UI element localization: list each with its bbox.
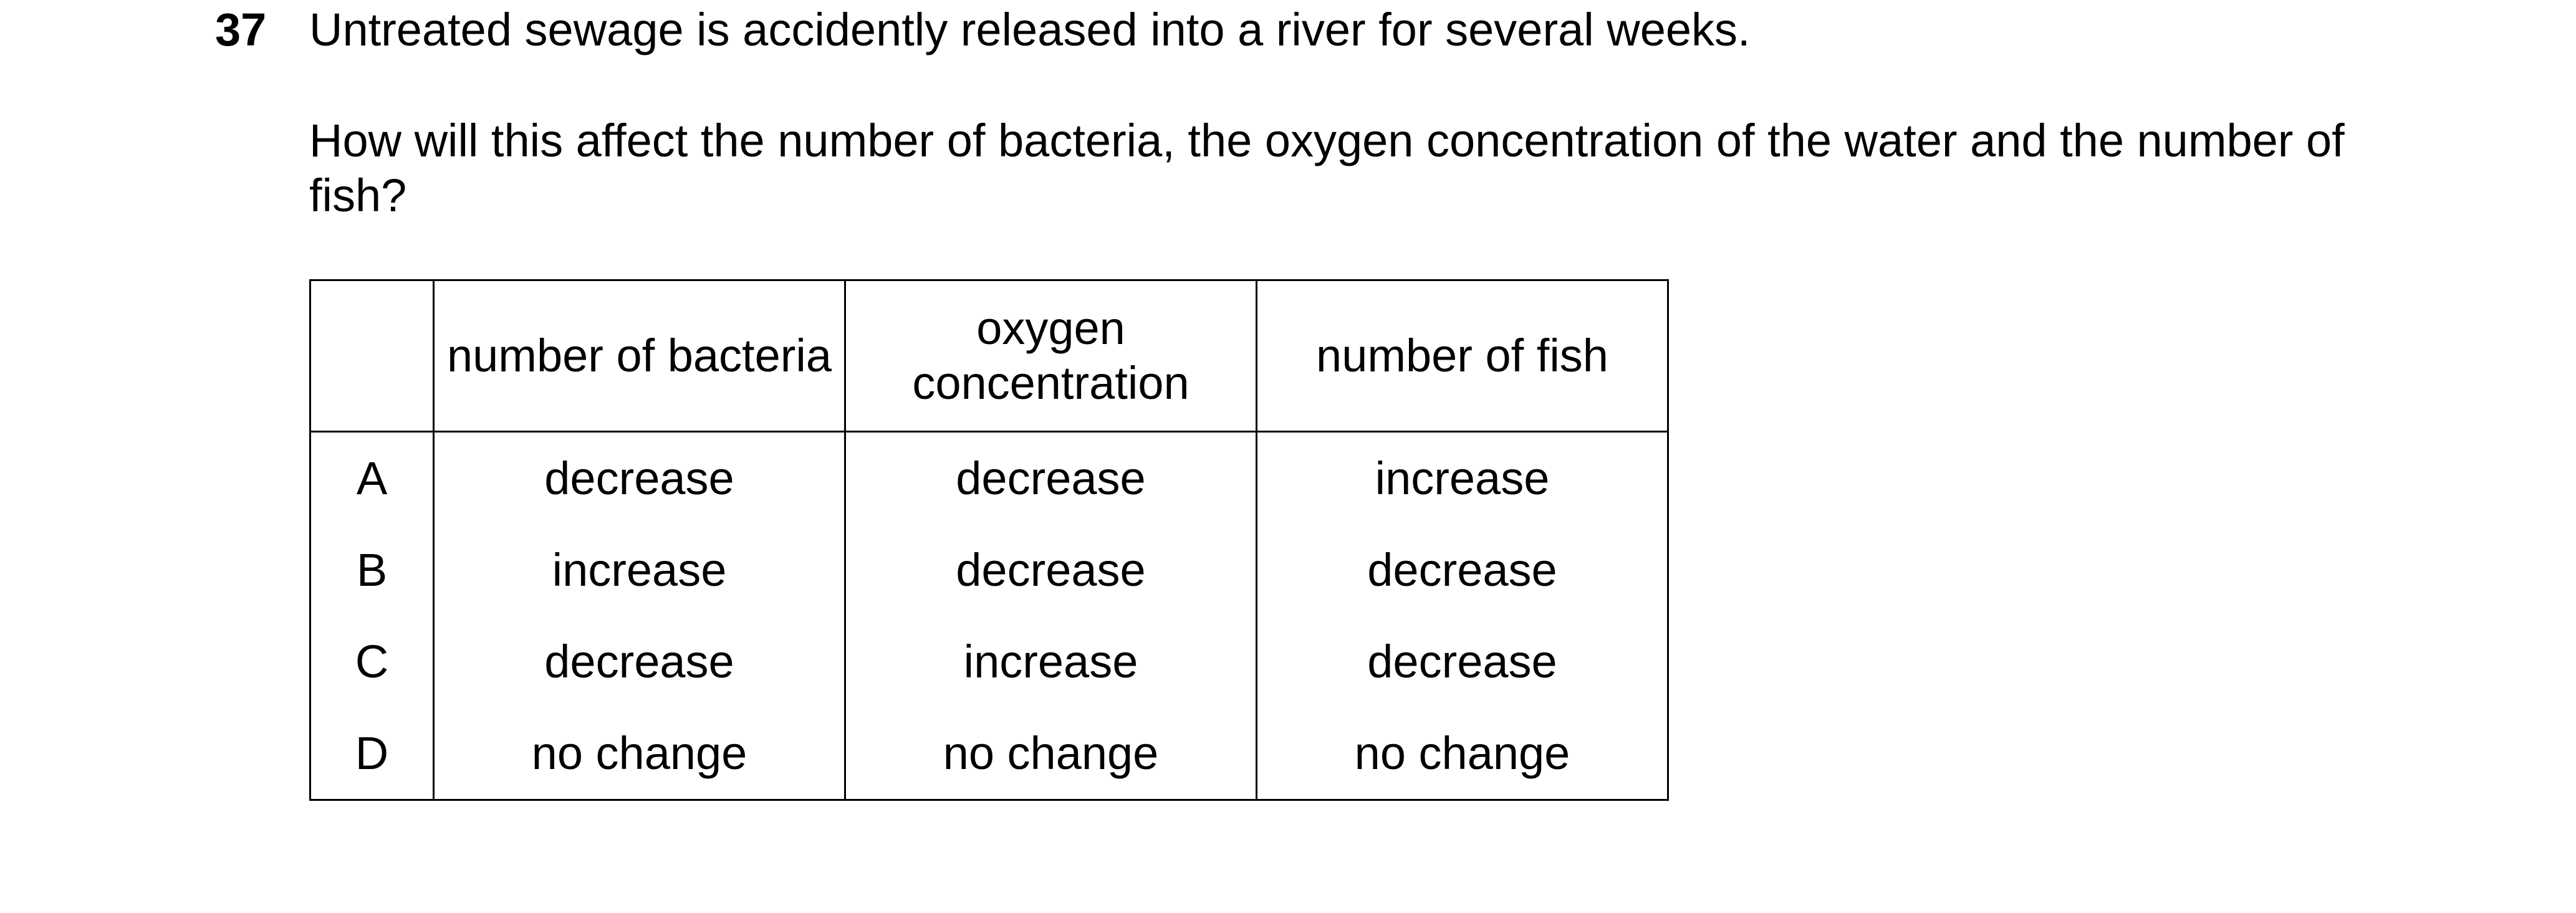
- table-header-row: number of bacteria oxygen concentration …: [309, 279, 1669, 433]
- fish-cell: decrease: [1256, 616, 1669, 707]
- table-row: A decrease decrease increase: [309, 431, 1669, 524]
- fish-cell: decrease: [1256, 524, 1669, 616]
- bacteria-cell: decrease: [433, 616, 846, 707]
- table-row: D no change no change no change: [309, 707, 1669, 801]
- oxygen-cell: no change: [844, 707, 1257, 801]
- question-prompt: How will this affect the number of bacte…: [309, 115, 2345, 221]
- question-number: 37: [215, 4, 267, 55]
- header-number-of-bacteria: number of bacteria: [433, 279, 846, 433]
- fish-cell: increase: [1256, 431, 1669, 524]
- fish-cell: no change: [1256, 707, 1669, 801]
- option-letter: B: [309, 524, 435, 616]
- option-letter: A: [309, 431, 435, 524]
- header-number-of-fish: number of fish: [1256, 279, 1669, 433]
- header-option-blank: [309, 279, 435, 433]
- oxygen-cell: decrease: [844, 431, 1257, 524]
- table-row: C decrease increase decrease: [309, 616, 1669, 707]
- bacteria-cell: no change: [433, 707, 846, 801]
- oxygen-cell: increase: [844, 616, 1257, 707]
- table-row: B increase decrease decrease: [309, 524, 1669, 616]
- answer-options-table: number of bacteria oxygen concentration …: [309, 279, 1669, 801]
- option-letter: C: [309, 616, 435, 707]
- option-letter: D: [309, 707, 435, 801]
- oxygen-cell: decrease: [844, 524, 1257, 616]
- bacteria-cell: decrease: [433, 431, 846, 524]
- bacteria-cell: increase: [433, 524, 846, 616]
- header-oxygen-concentration: oxygen concentration: [844, 279, 1257, 433]
- question-stem: Untreated sewage is accidently released …: [309, 4, 1751, 55]
